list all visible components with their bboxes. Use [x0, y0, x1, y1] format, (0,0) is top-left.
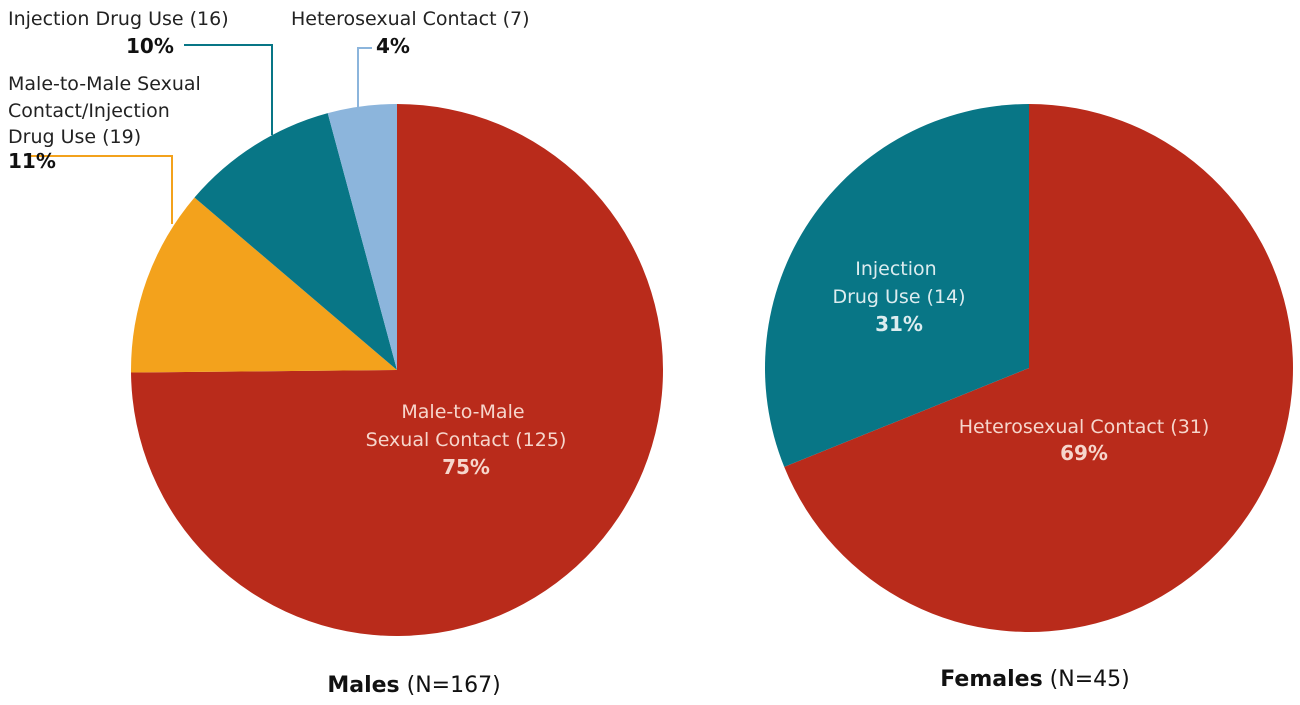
- label-msm-idu-line1: Male-to-Male Sexual: [8, 73, 201, 95]
- males-caption-bold: Males: [327, 673, 399, 698]
- pct-idu-male: 10%: [126, 34, 174, 58]
- pct-msm: 75%: [442, 455, 490, 479]
- females-caption-n: (N=45): [1043, 667, 1130, 692]
- label-idu-female-line1: Injection: [855, 258, 936, 280]
- label-msm-idu-line3: Drug Use (19): [8, 126, 141, 148]
- males-caption: Males (N=167): [327, 673, 500, 698]
- label-idu-female-line2: Drug Use (14): [832, 286, 965, 308]
- label-hetero-female: Heterosexual Contact (31): [959, 416, 1210, 438]
- leader-line-idu-male: [184, 44, 273, 135]
- label-msm-line1: Male-to-Male: [401, 401, 524, 423]
- label-msm-idu: Male-to-Male Sexual Contact/Injection Dr…: [8, 73, 207, 148]
- males-caption-n: (N=167): [400, 673, 501, 698]
- males-slice-1: [131, 197, 397, 373]
- females-slice-0: [784, 104, 1293, 632]
- males-pie-chart: [131, 104, 663, 636]
- females-caption-bold: Females: [940, 667, 1042, 692]
- females-pie-chart: [764, 104, 1293, 632]
- pct-idu-female: 31%: [875, 312, 923, 336]
- males-slice-0: [131, 104, 663, 636]
- label-hetero-male: Heterosexual Contact (7): [291, 8, 530, 30]
- pct-msm-idu: 11%: [8, 149, 56, 173]
- females-slice-1: [764, 104, 1029, 467]
- pct-hetero-male: 4%: [376, 34, 410, 58]
- pct-hetero-female: 69%: [1060, 441, 1108, 465]
- label-msm: Male-to-Male Sexual Contact (125): [366, 401, 567, 451]
- females-caption: Females (N=45): [940, 667, 1129, 692]
- leader-line-hetero-male: [357, 47, 372, 110]
- label-msm-idu-line2: Contact/Injection: [8, 100, 170, 122]
- label-idu-male: Injection Drug Use (16): [8, 8, 229, 30]
- leader-line-msm-idu: [28, 155, 173, 224]
- males-slice-2: [194, 113, 397, 371]
- males-slice-3: [327, 104, 397, 370]
- label-msm-line2: Sexual Contact (125): [366, 429, 567, 451]
- label-idu-female: Injection Drug Use (14): [832, 258, 965, 308]
